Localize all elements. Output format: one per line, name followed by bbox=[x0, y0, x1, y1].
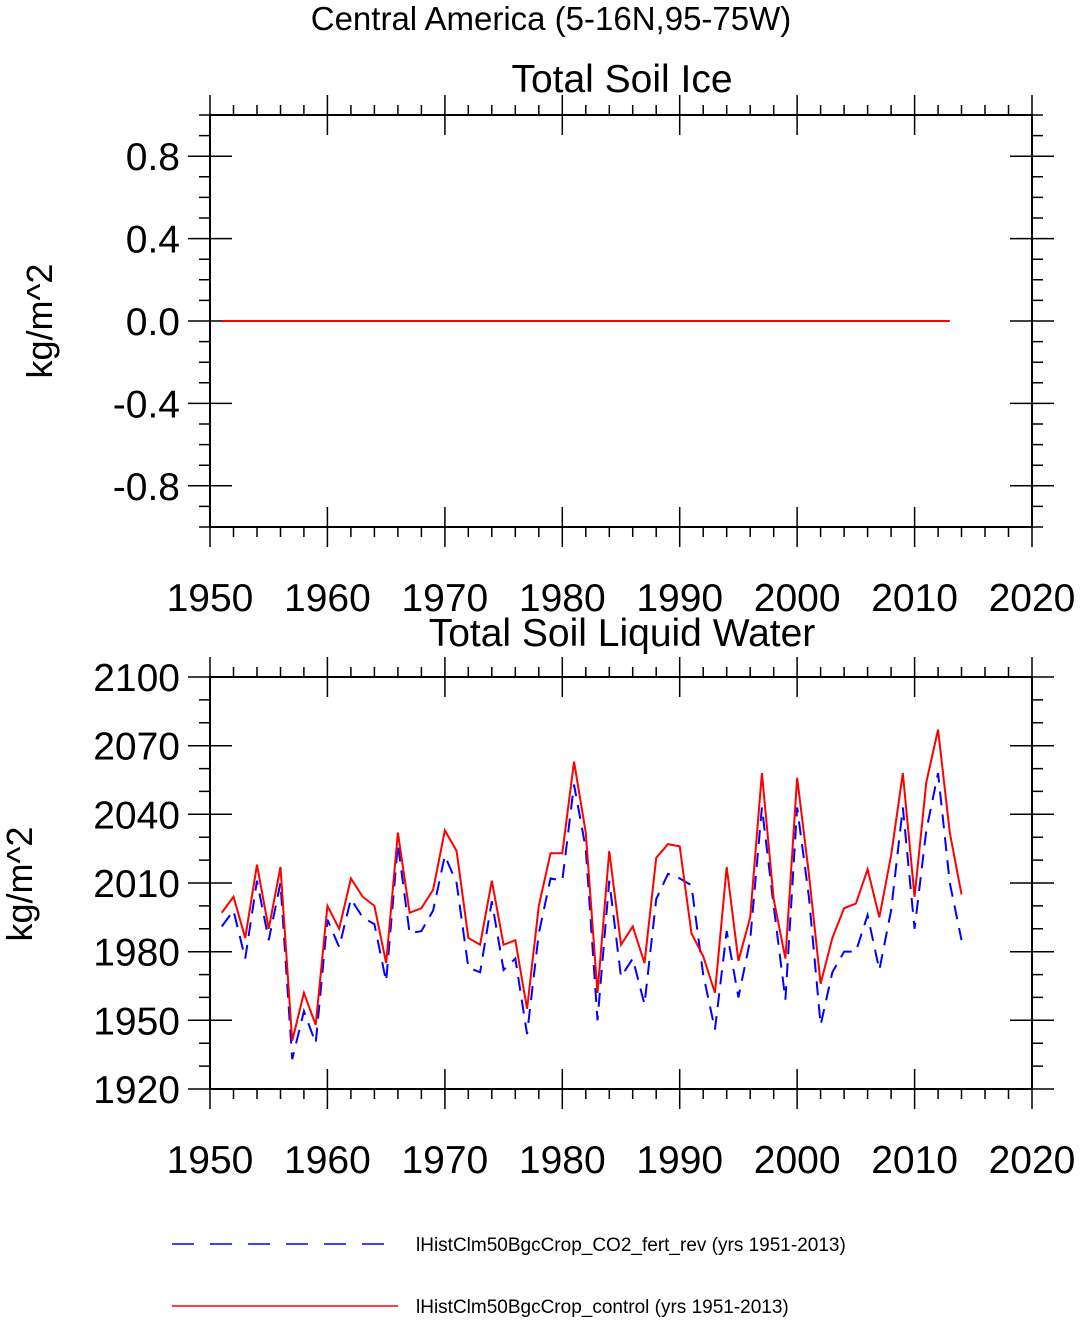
x-tick-label: 2020 bbox=[989, 577, 1076, 620]
x-tick-label: 2000 bbox=[754, 1139, 841, 1182]
plot-frame bbox=[209, 114, 1033, 528]
series-line-control bbox=[220, 729, 963, 1042]
y-tick-label: 1950 bbox=[93, 1000, 180, 1043]
x-tick-label: 2020 bbox=[989, 1139, 1076, 1182]
legend-label-control: lHistClm50BgcCrop_control (yrs 1951-2013… bbox=[416, 1297, 789, 1318]
panel-soil-liquid-water: Total Soil Liquid Water kg/m^2 1920 1950… bbox=[0, 612, 1075, 1182]
x-tick-label: 1990 bbox=[636, 1139, 723, 1182]
legend-label-co2-fert-rev: lHistClm50BgcCrop_CO2_fert_rev (yrs 1951… bbox=[416, 1235, 846, 1256]
tick-marks bbox=[188, 95, 1054, 547]
x-tick-labels: 1950 1960 1970 1980 1990 2000 2010 2020 bbox=[167, 577, 1076, 620]
y-tick-label: 1920 bbox=[93, 1069, 180, 1112]
y-axis-label: kg/m^2 bbox=[19, 264, 60, 379]
x-tick-label: 1960 bbox=[284, 1139, 371, 1182]
x-tick-label: 2010 bbox=[871, 1139, 958, 1182]
legend: lHistClm50BgcCrop_CO2_fert_rev (yrs 1951… bbox=[172, 1235, 846, 1318]
y-tick-label: 0.0 bbox=[126, 301, 180, 344]
y-tick-labels: -0.8 -0.4 0.0 0.4 0.8 bbox=[113, 136, 180, 509]
tick-marks bbox=[188, 657, 1054, 1109]
x-tick-label: 2000 bbox=[754, 577, 841, 620]
y-tick-label: 0.4 bbox=[126, 219, 180, 262]
y-tick-label: 2040 bbox=[93, 794, 180, 837]
x-tick-label: 1950 bbox=[167, 577, 254, 620]
x-tick-label: 2010 bbox=[871, 577, 958, 620]
x-tick-labels: 1950 1960 1970 1980 1990 2000 2010 2020 bbox=[167, 1139, 1076, 1182]
y-tick-labels: 1920 1950 1980 2010 2040 2070 2100 bbox=[93, 657, 180, 1112]
y-tick-label: 2070 bbox=[93, 726, 180, 769]
panel-title: Total Soil Liquid Water bbox=[429, 612, 816, 655]
page-title: Central America (5-16N,95-75W) bbox=[311, 0, 792, 37]
panel-soil-ice: Total Soil Ice kg/m^2 -0.8 -0.4 0.0 0.4 … bbox=[19, 58, 1075, 620]
x-tick-label: 1950 bbox=[167, 1139, 254, 1182]
x-tick-label: 1980 bbox=[519, 1139, 606, 1182]
x-tick-label: 1990 bbox=[636, 577, 723, 620]
axis-ticks bbox=[188, 95, 1054, 547]
plot-frame bbox=[209, 676, 1033, 1090]
axis-ticks bbox=[188, 657, 1054, 1109]
x-tick-label: 1980 bbox=[519, 577, 606, 620]
x-tick-label: 1970 bbox=[401, 577, 488, 620]
panel-title: Total Soil Ice bbox=[511, 58, 732, 101]
y-tick-label: -0.4 bbox=[113, 383, 180, 426]
y-tick-label: 0.8 bbox=[126, 136, 180, 179]
y-axis-label: kg/m^2 bbox=[0, 827, 40, 942]
y-tick-label: 2010 bbox=[93, 863, 180, 906]
y-tick-label: 1980 bbox=[93, 932, 180, 975]
x-tick-label: 1970 bbox=[401, 1139, 488, 1182]
y-tick-label: 2100 bbox=[93, 657, 180, 700]
y-tick-label: -0.8 bbox=[113, 466, 180, 509]
x-tick-label: 1960 bbox=[284, 577, 371, 620]
